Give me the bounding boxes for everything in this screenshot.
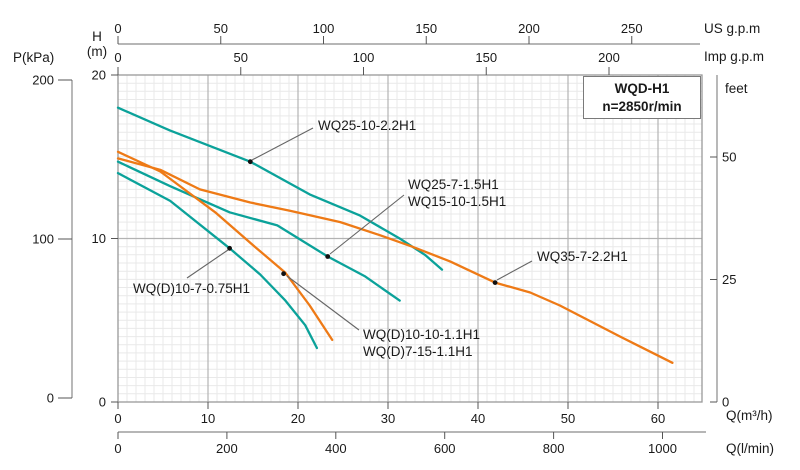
h-m-tick-label: 20 (92, 68, 106, 83)
us-gpm-tick-label: 200 (518, 21, 540, 36)
us-gpm-tick-label: 50 (214, 21, 228, 36)
curve-label: WQ(D)10-10-1.1H1 WQ(D)7-15-1.1H1 (363, 326, 480, 360)
q-lmin-tick-label: 800 (543, 441, 565, 456)
label-leader-line (251, 127, 314, 161)
feet-tick-label: 25 (722, 272, 736, 287)
q-lmin-tick-label: 0 (114, 441, 121, 456)
curve-marker-dot (492, 280, 498, 285)
h-m-tick-label: 10 (92, 231, 106, 246)
q-lmin-tick-label: 200 (216, 441, 238, 456)
imp-gpm-tick-label: 200 (598, 50, 620, 65)
q-m3h-tick-label: 40 (471, 411, 485, 426)
imp-gpm-tick-label: 0 (114, 50, 121, 65)
imp-gpm-axis-unit: Imp g.p.m (704, 49, 765, 64)
q-lmin-tick-label: 1000 (648, 441, 677, 456)
curve-label-line: WQ15-10-1.5H1 (408, 194, 507, 209)
curve-marker-dot (247, 159, 253, 165)
imp-gpm-tick-label: 50 (234, 50, 248, 65)
model-speed-box: WQD-H1 n=2850r/min (583, 76, 701, 119)
pump-curve (116, 106, 444, 271)
pump-curve (116, 171, 319, 350)
us-gpm-tick-label: 100 (313, 21, 335, 36)
us-gpm-tick-label: 0 (114, 21, 121, 36)
rotation-speed: n=2850r/min (602, 99, 682, 114)
head-axis-unit-line1: H (92, 29, 102, 44)
label-leader-line (329, 194, 405, 255)
label-leader-line (496, 260, 533, 281)
curve-label-line: WQ35-7-2.2H1 (537, 249, 628, 264)
feet-axis-unit: feet (725, 81, 748, 96)
head-axis-unit-line2: (m) (86, 44, 108, 59)
curve-label-line: WQ(D)10-10-1.1H1 (363, 327, 481, 342)
q-m3h-tick-label: 20 (291, 411, 305, 426)
curve-label-line: WQ(D)7-15-1.1H1 (363, 344, 473, 359)
feet-tick-label: 50 (722, 150, 736, 165)
curve-label: WQ25-10-2.2H1 (318, 117, 416, 134)
curve-marker-dot (325, 254, 331, 259)
q-m3h-tick-label: 50 (561, 411, 575, 426)
q-lmin-tick-label: 400 (325, 441, 347, 456)
pump-curve (116, 157, 674, 364)
label-leader-line (186, 249, 229, 279)
curve-label: WQ35-7-2.2H1 (537, 248, 628, 265)
curve-label-line: WQ25-10-2.2H1 (318, 118, 417, 133)
us-gpm-axis-unit: US g.p.m (704, 21, 761, 36)
curve-marker-dot (227, 245, 233, 251)
q-m3h-tick-label: 0 (114, 411, 121, 426)
pressure-axis-unit: P(kPa) (13, 50, 55, 65)
flow-lmin-axis-unit: Q(l/min) (726, 441, 774, 456)
p-kpa-tick-label: 0 (47, 391, 54, 406)
imp-gpm-tick-label: 150 (475, 50, 497, 65)
curve-label: WQ25-7-1.5H1 WQ15-10-1.5H1 (408, 176, 506, 210)
feet-tick-label: 0 (722, 395, 729, 410)
imp-gpm-tick-label: 100 (353, 50, 375, 65)
head-axis-unit: H (m) (78, 29, 116, 59)
q-m3h-tick-label: 60 (651, 411, 665, 426)
p-kpa-tick-label: 200 (32, 73, 54, 88)
curve-marker-dot (281, 271, 286, 277)
curve-label: WQ(D)10-7-0.75H1 (133, 280, 250, 297)
flow-m3h-axis-unit: Q(m³/h) (726, 408, 773, 423)
curve-label-line: WQ25-7-1.5H1 (408, 177, 499, 192)
pump-curve (116, 150, 334, 342)
q-lmin-tick-label: 600 (434, 441, 456, 456)
pump-curve (116, 160, 401, 302)
model-name: WQD-H1 (614, 81, 670, 96)
q-m3h-tick-label: 30 (381, 411, 395, 426)
us-gpm-tick-label: 250 (621, 21, 643, 36)
p-kpa-tick-label: 100 (32, 232, 54, 247)
us-gpm-tick-label: 150 (415, 21, 437, 36)
q-m3h-tick-label: 10 (201, 411, 215, 426)
curve-label-line: WQ(D)10-7-0.75H1 (133, 281, 251, 296)
label-leader-line (286, 275, 360, 331)
h-m-tick-label: 0 (99, 395, 106, 410)
